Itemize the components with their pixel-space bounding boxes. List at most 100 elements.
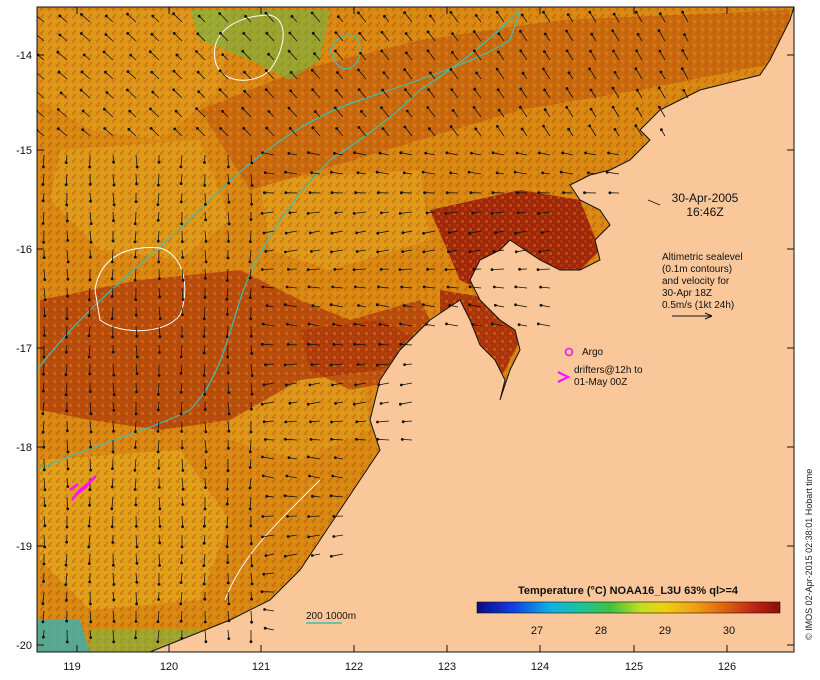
- velocity-arrow: [659, 13, 666, 23]
- velocity-arrow: [181, 477, 184, 490]
- velocity-arrow-head: [403, 363, 406, 366]
- velocity-arrow: [493, 152, 505, 156]
- velocity-arrow: [226, 325, 229, 337]
- velocity-arrow-head: [287, 49, 291, 53]
- sealevel-note-line: 30-Apr 18Z: [662, 288, 712, 299]
- velocity-arrow-head: [103, 127, 107, 130]
- velocity-arrow: [400, 211, 413, 214]
- velocity-arrow-head: [260, 342, 264, 346]
- velocity-arrow-head: [250, 597, 254, 601]
- velocity-arrow: [497, 89, 505, 99]
- velocity-arrow-head: [335, 127, 338, 130]
- velocity-arrow: [198, 91, 206, 99]
- velocity-arrow: [635, 125, 643, 137]
- velocity-arrow: [452, 52, 459, 61]
- velocity-arrow-head: [311, 31, 315, 35]
- velocity-arrow-head: [249, 524, 253, 528]
- velocity-arrow-head: [445, 322, 448, 326]
- velocity-arrow-head: [112, 598, 116, 602]
- velocity-arrow-head: [539, 303, 543, 307]
- velocity-arrow: [567, 14, 574, 23]
- velocity-arrow-head: [468, 250, 472, 254]
- velocity-arrow-head: [156, 408, 160, 412]
- sealevel-contour-south: [224, 479, 321, 601]
- velocity-arrow: [425, 152, 436, 156]
- velocity-arrow-head: [355, 231, 359, 235]
- velocity-arrow: [152, 15, 160, 23]
- velocity-arrow-head: [306, 268, 310, 271]
- velocity-arrow: [65, 572, 68, 585]
- velocity-arrow-head: [249, 317, 253, 321]
- velocity-arrow-head: [156, 450, 160, 454]
- velocity-arrow: [42, 420, 45, 433]
- velocity-arrow: [515, 230, 528, 234]
- velocity-arrow-head: [87, 314, 91, 317]
- velocity-arrow-head: [134, 313, 138, 317]
- velocity-arrow: [66, 325, 68, 338]
- velocity-arrow-head: [250, 620, 254, 624]
- velocity-arrow: [196, 108, 206, 118]
- velocity-arrow: [111, 306, 114, 319]
- velocity-arrow-head: [261, 474, 265, 478]
- velocity-arrow-head: [89, 240, 93, 244]
- velocity-arrow-head: [611, 86, 615, 90]
- velocity-arrow: [288, 344, 298, 346]
- velocity-vectors: [34, 10, 689, 644]
- velocity-arrow-head: [225, 297, 229, 301]
- velocity-arrow-head: [135, 182, 138, 186]
- velocity-arrow-head: [284, 420, 288, 424]
- image-date: 30-Apr-2005: [672, 191, 739, 205]
- velocity-arrow: [491, 268, 505, 270]
- velocity-arrow-head: [449, 171, 453, 175]
- velocity-arrow: [158, 553, 160, 566]
- velocity-arrow: [331, 495, 344, 498]
- velocity-arrow: [354, 211, 367, 214]
- velocity-arrow-head: [400, 438, 404, 441]
- velocity-arrow-head: [156, 218, 160, 222]
- velocity-arrow-head: [64, 393, 68, 397]
- velocity-arrow-head: [103, 107, 106, 111]
- velocity-arrow-head: [225, 525, 229, 529]
- velocity-arrow: [134, 268, 137, 281]
- velocity-arrow: [135, 382, 137, 392]
- velocity-arrow-head: [657, 86, 661, 90]
- velocity-arrow: [403, 420, 413, 423]
- velocity-arrow-head: [203, 620, 207, 624]
- velocity-arrow-head: [80, 13, 83, 16]
- velocity-arrow: [287, 323, 298, 327]
- velocity-arrow: [157, 192, 160, 205]
- velocity-arrow-head: [66, 239, 70, 242]
- colorbar: Temperature (°C) NOAA16_L3U 63% ql>=4 27…: [476, 585, 781, 637]
- velocity-arrow-head: [543, 88, 546, 92]
- velocity-arrow: [309, 382, 321, 386]
- velocity-arrow-head: [634, 10, 638, 14]
- lon-tick-label: 122: [345, 661, 363, 673]
- velocity-arrow: [266, 89, 275, 99]
- velocity-arrow-head: [308, 191, 312, 195]
- velocity-arrow: [173, 70, 183, 80]
- velocity-arrow: [492, 323, 505, 327]
- velocity-arrow-head: [66, 450, 70, 454]
- velocity-arrow: [521, 128, 528, 137]
- velocity-arrow: [244, 90, 252, 99]
- sealevel-legend: Altimetric sealevel (0.1m contours) and …: [662, 252, 743, 320]
- velocity-arrow: [448, 249, 459, 252]
- velocity-arrow-head: [249, 430, 253, 434]
- velocity-arrow: [204, 458, 207, 468]
- velocity-arrow: [540, 286, 551, 289]
- velocity-arrow: [285, 553, 298, 557]
- velocity-arrow: [42, 610, 45, 622]
- velocity-arrow-head: [104, 70, 107, 74]
- velocity-arrow: [515, 304, 528, 308]
- velocity-arrow: [59, 34, 68, 42]
- credit-text: © IMOS 02-Apr-2015 02:38:01 Hobart time: [804, 469, 814, 640]
- velocity-arrow-head: [565, 29, 568, 33]
- velocity-arrow-head: [88, 488, 92, 492]
- velocity-arrow-head: [34, 13, 37, 16]
- map-plot-area: [34, 7, 794, 652]
- velocity-arrow: [250, 363, 253, 376]
- velocity-arrow-head: [181, 503, 185, 506]
- velocity-arrow-head: [380, 30, 384, 34]
- velocity-arrow: [429, 128, 436, 137]
